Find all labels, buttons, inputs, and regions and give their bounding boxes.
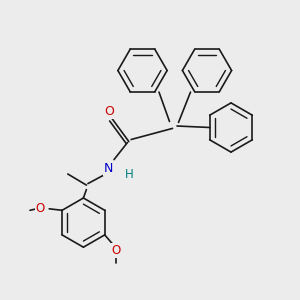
Text: O: O — [36, 202, 45, 215]
Text: H: H — [125, 167, 134, 181]
Text: O: O — [112, 244, 121, 257]
Text: N: N — [104, 162, 113, 175]
Text: O: O — [105, 105, 114, 118]
